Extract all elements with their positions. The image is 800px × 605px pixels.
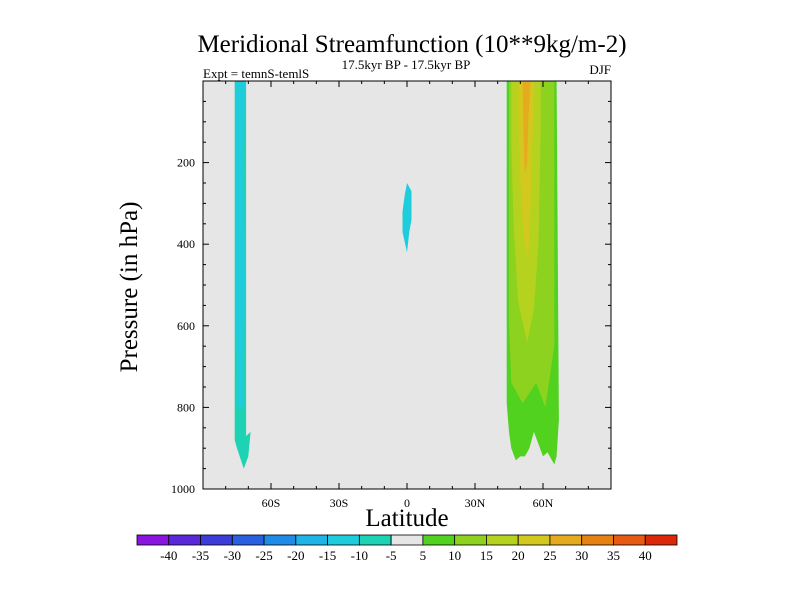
colorbar: -40 -35 -30 -25 -20 -15 -10 -5 5 10 15 20 25 30 35 40: [136, 534, 678, 563]
colorbar-label: -5: [386, 548, 397, 563]
axis-tick-labels: 60S 30S 0 30N 60N 200 400 600 800 1000: [171, 156, 554, 510]
colorbar-swatch: [295, 534, 328, 546]
colorbar-swatch: [454, 534, 487, 546]
colorbar-label: 40: [639, 548, 652, 563]
x-axis-title: Latitude: [365, 505, 448, 532]
colorbar-swatch: [200, 534, 233, 546]
colorbar-label: -10: [351, 548, 368, 563]
colorbar-swatch: [390, 534, 424, 546]
colorbar-swatch: [422, 534, 456, 546]
colorbar-swatch: [231, 534, 265, 546]
colorbar-swatch: [486, 534, 519, 546]
colorbar-swatch: [517, 534, 551, 546]
colorbar-label: -30: [224, 548, 241, 563]
x-tick-label: 30S: [330, 496, 349, 510]
colorbar-swatch: [549, 534, 583, 546]
colorbar-label: 5: [420, 548, 427, 563]
chart-title: Meridional Streamfunction (10**9kg/m-2): [197, 31, 626, 58]
colorbar-swatch: [581, 534, 614, 546]
y-tick-label: 200: [177, 156, 195, 170]
x-tick-label: 0: [404, 496, 410, 510]
colorbar-swatch: [168, 534, 201, 546]
colorbar-label: 25: [543, 548, 556, 563]
y-tick-label: 1000: [171, 482, 195, 496]
colorbar-label: 10: [448, 548, 461, 563]
colorbar-label: 15: [480, 548, 493, 563]
x-tick-label: 60S: [262, 496, 281, 510]
y-tick-label: 400: [177, 237, 195, 251]
region-equatorial-patch: [402, 183, 412, 253]
axis-ticks: [202, 81, 612, 490]
colorbar-label: 30: [575, 548, 588, 563]
colorbar-swatch: [136, 534, 170, 546]
region-northern-cell-core: [518, 81, 534, 261]
contour-regions: [234, 81, 559, 469]
y-axis-title: Pressure (in hPa): [116, 202, 143, 373]
colorbar-label: -15: [319, 548, 336, 563]
colorbar-label: -20: [287, 548, 304, 563]
colorbar-swatch: [613, 534, 646, 546]
experiment-label: Expt = temnS-temlS: [203, 66, 309, 81]
colorbar-swatch: [358, 534, 392, 546]
colorbar-swatch: [644, 534, 678, 546]
x-tick-label: 30N: [465, 496, 486, 510]
colorbar-label: -35: [192, 548, 209, 563]
colorbar-label: 20: [512, 548, 525, 563]
colorbar-label: 35: [607, 548, 620, 563]
colorbar-swatch: [263, 534, 297, 546]
x-tick-label: 60N: [533, 496, 554, 510]
y-tick-label: 600: [177, 319, 195, 333]
y-tick-label: 800: [177, 400, 195, 414]
region-southern-cell-inner: [235, 81, 245, 408]
region-northern-cell-peak: [522, 81, 531, 175]
season-label: DJF: [589, 62, 611, 77]
period-label: 17.5kyr BP - 17.5kyr BP: [342, 57, 471, 72]
colorbar-swatch: [327, 534, 360, 546]
colorbar-label: -25: [255, 548, 272, 563]
colorbar-label: -40: [160, 548, 177, 563]
